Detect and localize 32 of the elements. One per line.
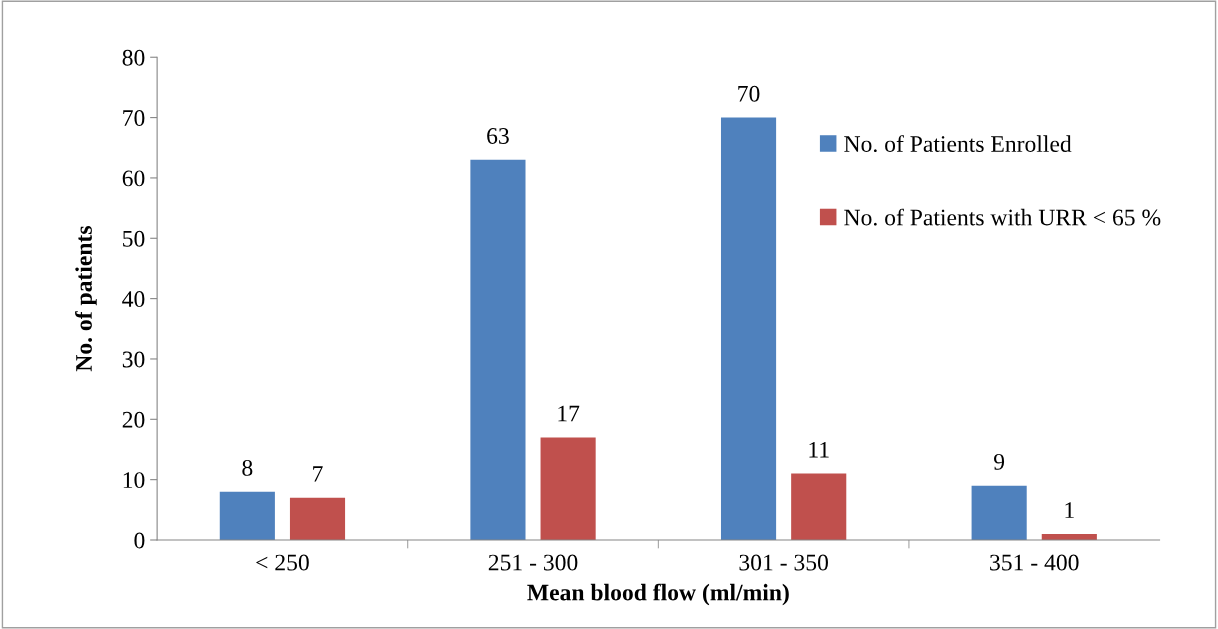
data-label: 9 — [994, 453, 1005, 470]
bar — [720, 117, 777, 540]
data-label: 7 — [313, 466, 323, 482]
data-label: 8 — [242, 459, 253, 476]
y-tick-label: 60 — [122, 170, 145, 187]
y-tick-label: 50 — [123, 230, 145, 247]
x-tick-label: 301 - 350 — [739, 554, 828, 571]
y-tick-label: 30 — [122, 351, 145, 368]
legend-label: No. of Patients Enrolled — [844, 135, 1072, 153]
data-label: 1 — [1065, 502, 1074, 518]
data-label: 63 — [487, 128, 509, 144]
y-tick-label: 70 — [123, 110, 145, 127]
y-tick-label: 20 — [122, 411, 145, 428]
x-tick-label: < 250 — [256, 554, 309, 571]
y-tick-label: 40 — [122, 291, 145, 308]
data-label: 70 — [738, 85, 760, 102]
x-axis-title: Mean blood flow (ml/min) — [527, 583, 789, 606]
bar — [219, 491, 275, 540]
y-tick-label: 80 — [122, 49, 145, 66]
data-label: 17 — [558, 405, 580, 422]
y-tick-label: 0 — [134, 532, 145, 549]
data-label: 11 — [809, 441, 829, 458]
y-axis-title: No. of patients — [75, 226, 97, 372]
y-tick-label: 10 — [123, 472, 145, 489]
x-tick-label: 351 - 400 — [990, 554, 1079, 571]
x-tick-label: 251 - 300 — [488, 554, 578, 571]
bar — [289, 497, 346, 540]
legend-label: No. of Patients with URR < 65 % — [844, 208, 1161, 226]
bar — [791, 473, 847, 540]
bar — [971, 485, 1027, 540]
bar — [470, 159, 526, 540]
bar — [540, 437, 596, 540]
